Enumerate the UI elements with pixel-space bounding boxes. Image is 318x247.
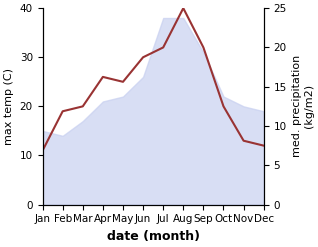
Y-axis label: max temp (C): max temp (C) (4, 68, 14, 145)
Y-axis label: med. precipitation
(kg/m2): med. precipitation (kg/m2) (292, 55, 314, 158)
X-axis label: date (month): date (month) (107, 230, 200, 243)
